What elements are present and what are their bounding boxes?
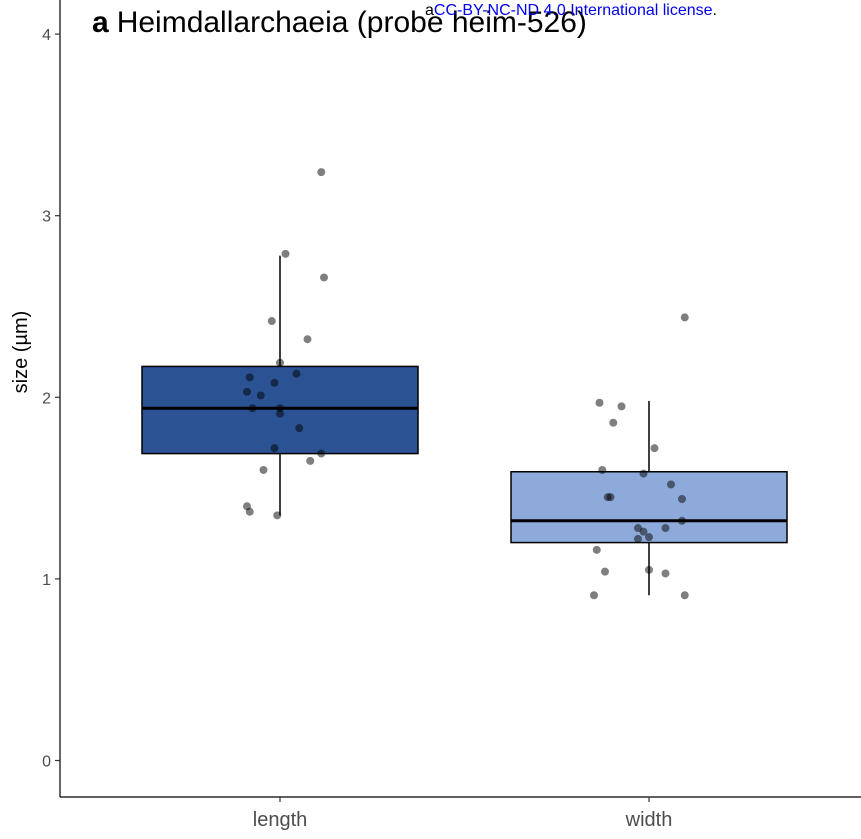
license-notice: aCC-BY-NC-ND 4.0 International license. xyxy=(425,2,717,19)
license-prefix: a xyxy=(425,2,434,19)
chart-title: Heimdallarchaeia (probe heim-526) xyxy=(117,6,587,39)
box-length xyxy=(141,255,419,516)
data-point xyxy=(303,335,312,344)
data-point xyxy=(292,369,301,378)
data-point xyxy=(276,358,284,367)
panel-label: a xyxy=(92,6,109,39)
data-point xyxy=(661,569,670,578)
data-point xyxy=(243,387,251,396)
box-width xyxy=(510,400,788,596)
x-axis: length width xyxy=(60,796,861,831)
data-point xyxy=(645,565,653,574)
data-point xyxy=(267,317,276,326)
data-point xyxy=(592,545,601,554)
data-point xyxy=(295,424,304,433)
y-tick-label: 0 xyxy=(42,754,51,771)
x-tick-label: width xyxy=(625,809,673,831)
data-point xyxy=(639,527,648,536)
data-point xyxy=(248,404,257,413)
data-point xyxy=(598,465,607,474)
y-tick-label: 3 xyxy=(42,209,51,226)
data-point xyxy=(678,516,686,525)
data-point xyxy=(601,567,609,576)
data-point xyxy=(317,449,326,458)
data-point xyxy=(320,273,328,282)
data-point xyxy=(680,591,689,600)
data-point xyxy=(245,373,254,382)
chart-title-line: a Heimdallarchaeia (probe heim-526) xyxy=(92,6,587,39)
y-tick-label: 1 xyxy=(42,572,51,589)
license-suffix: . xyxy=(713,2,717,19)
data-point xyxy=(667,480,675,489)
data-point xyxy=(590,591,598,600)
data-point xyxy=(606,493,615,502)
y-axis-title: size (µm) xyxy=(10,311,32,394)
data-point xyxy=(680,313,689,322)
data-point xyxy=(317,168,326,177)
data-point xyxy=(270,444,279,453)
plot-area xyxy=(141,168,788,600)
data-point xyxy=(639,469,648,478)
data-point xyxy=(306,456,315,465)
data-point xyxy=(678,494,686,503)
x-tick-label: length xyxy=(253,809,308,831)
data-point xyxy=(650,444,659,453)
box-body xyxy=(510,471,788,544)
y-tick-label: 4 xyxy=(42,27,51,44)
data-point xyxy=(617,402,626,411)
data-point xyxy=(273,511,282,520)
y-axis: 0 1 2 3 4 xyxy=(42,0,61,797)
data-point xyxy=(661,524,670,533)
license-link[interactable]: CC-BY-NC-ND 4.0 International license xyxy=(434,2,713,19)
data-point xyxy=(281,249,290,258)
data-point xyxy=(259,465,268,474)
data-point xyxy=(245,507,254,516)
data-point xyxy=(609,418,618,427)
data-point xyxy=(276,409,284,418)
data-point xyxy=(645,533,653,542)
data-point xyxy=(595,398,604,407)
data-point xyxy=(634,534,642,543)
y-tick-label: 2 xyxy=(42,390,51,407)
data-point xyxy=(256,391,265,400)
data-point xyxy=(270,378,279,387)
